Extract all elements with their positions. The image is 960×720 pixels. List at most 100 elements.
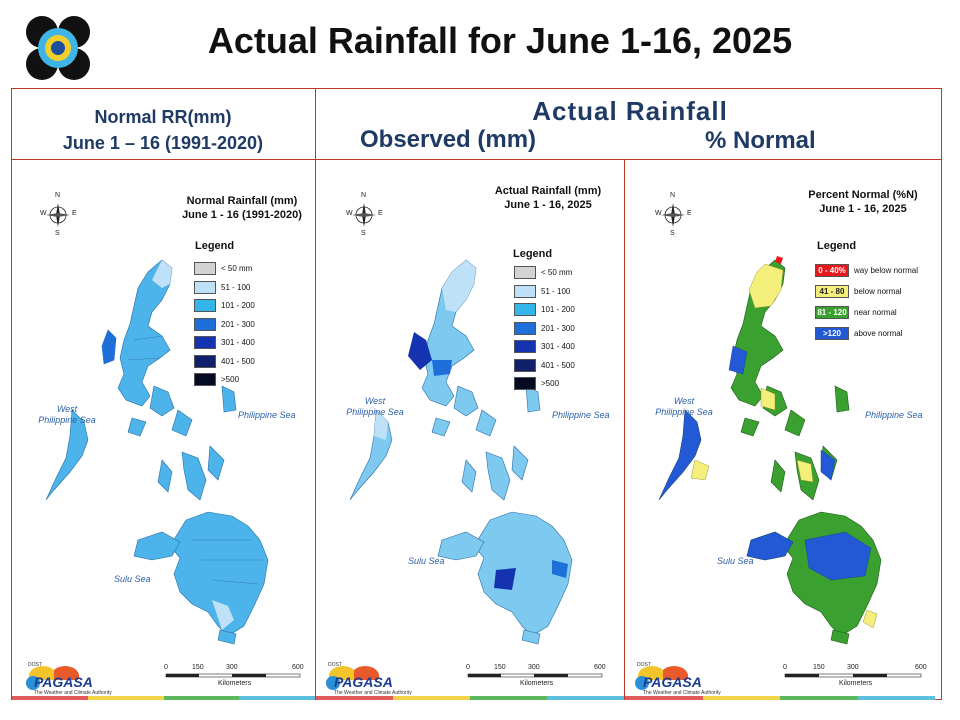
dost-text: DOST — [637, 662, 651, 668]
philippines-map-percent — [658, 256, 882, 645]
scale-tick-600: 600 — [594, 664, 606, 671]
legend-swatch — [194, 354, 216, 368]
legend-label: 301 - 400 — [541, 342, 575, 351]
sea-label-west-line1: West — [56, 404, 78, 414]
legend-label: 401 - 500 — [221, 356, 255, 366]
legend-title-normal: Legend — [195, 240, 235, 252]
sea-label-west-line2: Philippine Sea — [346, 407, 404, 417]
pagasa-tagline: The Weather and Climate Authority — [643, 690, 721, 696]
sea-label-west-line2: Philippine Sea — [655, 407, 713, 417]
compass-w: W — [40, 210, 47, 217]
page-title: Actual Rainfall for June 1-16, 2025 — [207, 20, 793, 61]
observed-header: Observed (mm) — [360, 126, 537, 153]
pagasa-text: PAGASA — [334, 674, 393, 690]
legend-swatch — [194, 299, 216, 312]
legend-swatch: 41 - 80 — [815, 285, 849, 298]
above-normal-zones — [658, 345, 872, 581]
footer-stripe — [857, 696, 935, 700]
compass-w: W — [655, 210, 662, 217]
legend-item: 401 - 500 — [194, 354, 255, 368]
landmass — [349, 259, 573, 645]
legend-swatch — [194, 373, 216, 386]
legend-label: >500 — [541, 379, 560, 388]
sea-label-east: Philippine Sea — [552, 410, 610, 420]
sea-label-sulu: Sulu Sea — [114, 574, 151, 584]
legend-label: 301 - 400 — [221, 338, 255, 347]
way-below-normal-zones — [775, 256, 783, 264]
sea-label-west: West Philippine Sea — [32, 404, 102, 426]
legend-label: near normal — [854, 308, 897, 317]
legend-item: 201 - 300 — [194, 317, 255, 331]
scale-tick-0: 0 — [164, 664, 168, 671]
map-panel-normal: Normal Rainfall (mm) June 1 - 16 (1991-2… — [12, 160, 315, 700]
legend-swatch — [514, 284, 536, 298]
legend-swatch: 81 - 120 — [815, 306, 849, 319]
legend-item: 101 - 200 — [514, 303, 575, 316]
compass-w: W — [346, 210, 353, 217]
low-rainfall-zones — [152, 260, 234, 630]
footer-stripe — [12, 696, 88, 700]
compass-e: E — [687, 210, 692, 217]
legend-label: 51 - 100 — [541, 286, 571, 296]
scale-tick-600: 600 — [292, 664, 304, 671]
higher-rainfall-zones — [102, 330, 116, 364]
legend-swatch — [514, 303, 536, 316]
legend-swatch: 0 - 40% — [815, 264, 849, 277]
legend-label: way below normal — [854, 266, 919, 275]
dost-text: DOST — [328, 662, 342, 668]
map-title-percent-line1: Percent Normal (%N) — [808, 189, 918, 201]
map-title-actual-line2: June 1 - 16, 2025 — [504, 199, 592, 211]
sea-label-west-line1: West — [364, 396, 386, 406]
footer-stripe — [163, 696, 240, 700]
legend-swatch — [194, 262, 216, 275]
normal-rr-label: Normal RR(mm) — [94, 107, 232, 127]
footer-stripe — [470, 696, 547, 700]
pagasa-umbrella-logo — [635, 666, 689, 690]
map-title-normal-line1: Normal Rainfall (mm) — [186, 195, 298, 207]
legend-label: 201 - 300 — [541, 323, 575, 333]
legend-item: >500 — [194, 373, 239, 386]
percent-normal-header: % Normal — [705, 127, 816, 154]
legend-label: 401 - 500 — [541, 360, 575, 370]
legend-label: < 50 mm — [221, 264, 253, 273]
legend-swatch — [514, 321, 536, 335]
header-divider — [11, 159, 942, 160]
legend-item: 301 - 400 — [514, 340, 575, 353]
legend-swatch: >120 — [815, 327, 849, 340]
scale-tick-300: 300 — [528, 664, 540, 671]
pagasa-tagline: The Weather and Climate Authority — [34, 690, 112, 696]
moderate-high-zones — [432, 360, 568, 578]
sea-label-east: Philippine Sea — [865, 410, 923, 420]
footer-stripe — [239, 696, 315, 700]
legend-swatch — [514, 266, 536, 279]
compass-s: S — [670, 230, 675, 237]
compass-n: N — [361, 192, 367, 199]
compass-s: S — [361, 230, 366, 237]
map-panel-actual: Actual Rainfall (mm) June 1 - 16, 2025 L… — [316, 160, 624, 700]
pagasa-umbrella-logo — [326, 666, 380, 690]
map-title-percent: Percent Normal (%N) June 1 - 16, 2025 — [793, 188, 933, 216]
sea-label-west: West Philippine Sea — [649, 396, 719, 418]
footer-stripe — [547, 696, 624, 700]
compass-rose-icon — [661, 203, 685, 227]
pagasa-dost-logo — [24, 14, 92, 82]
footer-stripe — [780, 696, 858, 700]
compass-n: N — [670, 192, 676, 199]
pagasa-text: PAGASA — [34, 674, 93, 690]
compass-e: E — [378, 210, 383, 217]
scale-unit: Kilometers — [839, 680, 873, 687]
scale-tick-150: 150 — [813, 664, 825, 671]
legend-swatch — [194, 336, 216, 349]
legend-swatch — [514, 377, 536, 390]
footer-stripe — [393, 696, 470, 700]
legend-item: >120 above normal — [815, 327, 902, 340]
legend-item: 301 - 400 — [194, 336, 255, 349]
scale-tick-300: 300 — [847, 664, 859, 671]
map-title-normal: Normal Rainfall (mm) June 1 - 16 (1991-2… — [172, 194, 312, 222]
legend-label: 201 - 300 — [221, 319, 255, 329]
legend-item: >500 — [514, 377, 559, 390]
footer-stripe — [702, 696, 780, 700]
sea-label-east: Philippine Sea — [238, 410, 296, 420]
compass-rose-icon — [352, 203, 376, 227]
scale-unit: Kilometers — [218, 680, 252, 687]
